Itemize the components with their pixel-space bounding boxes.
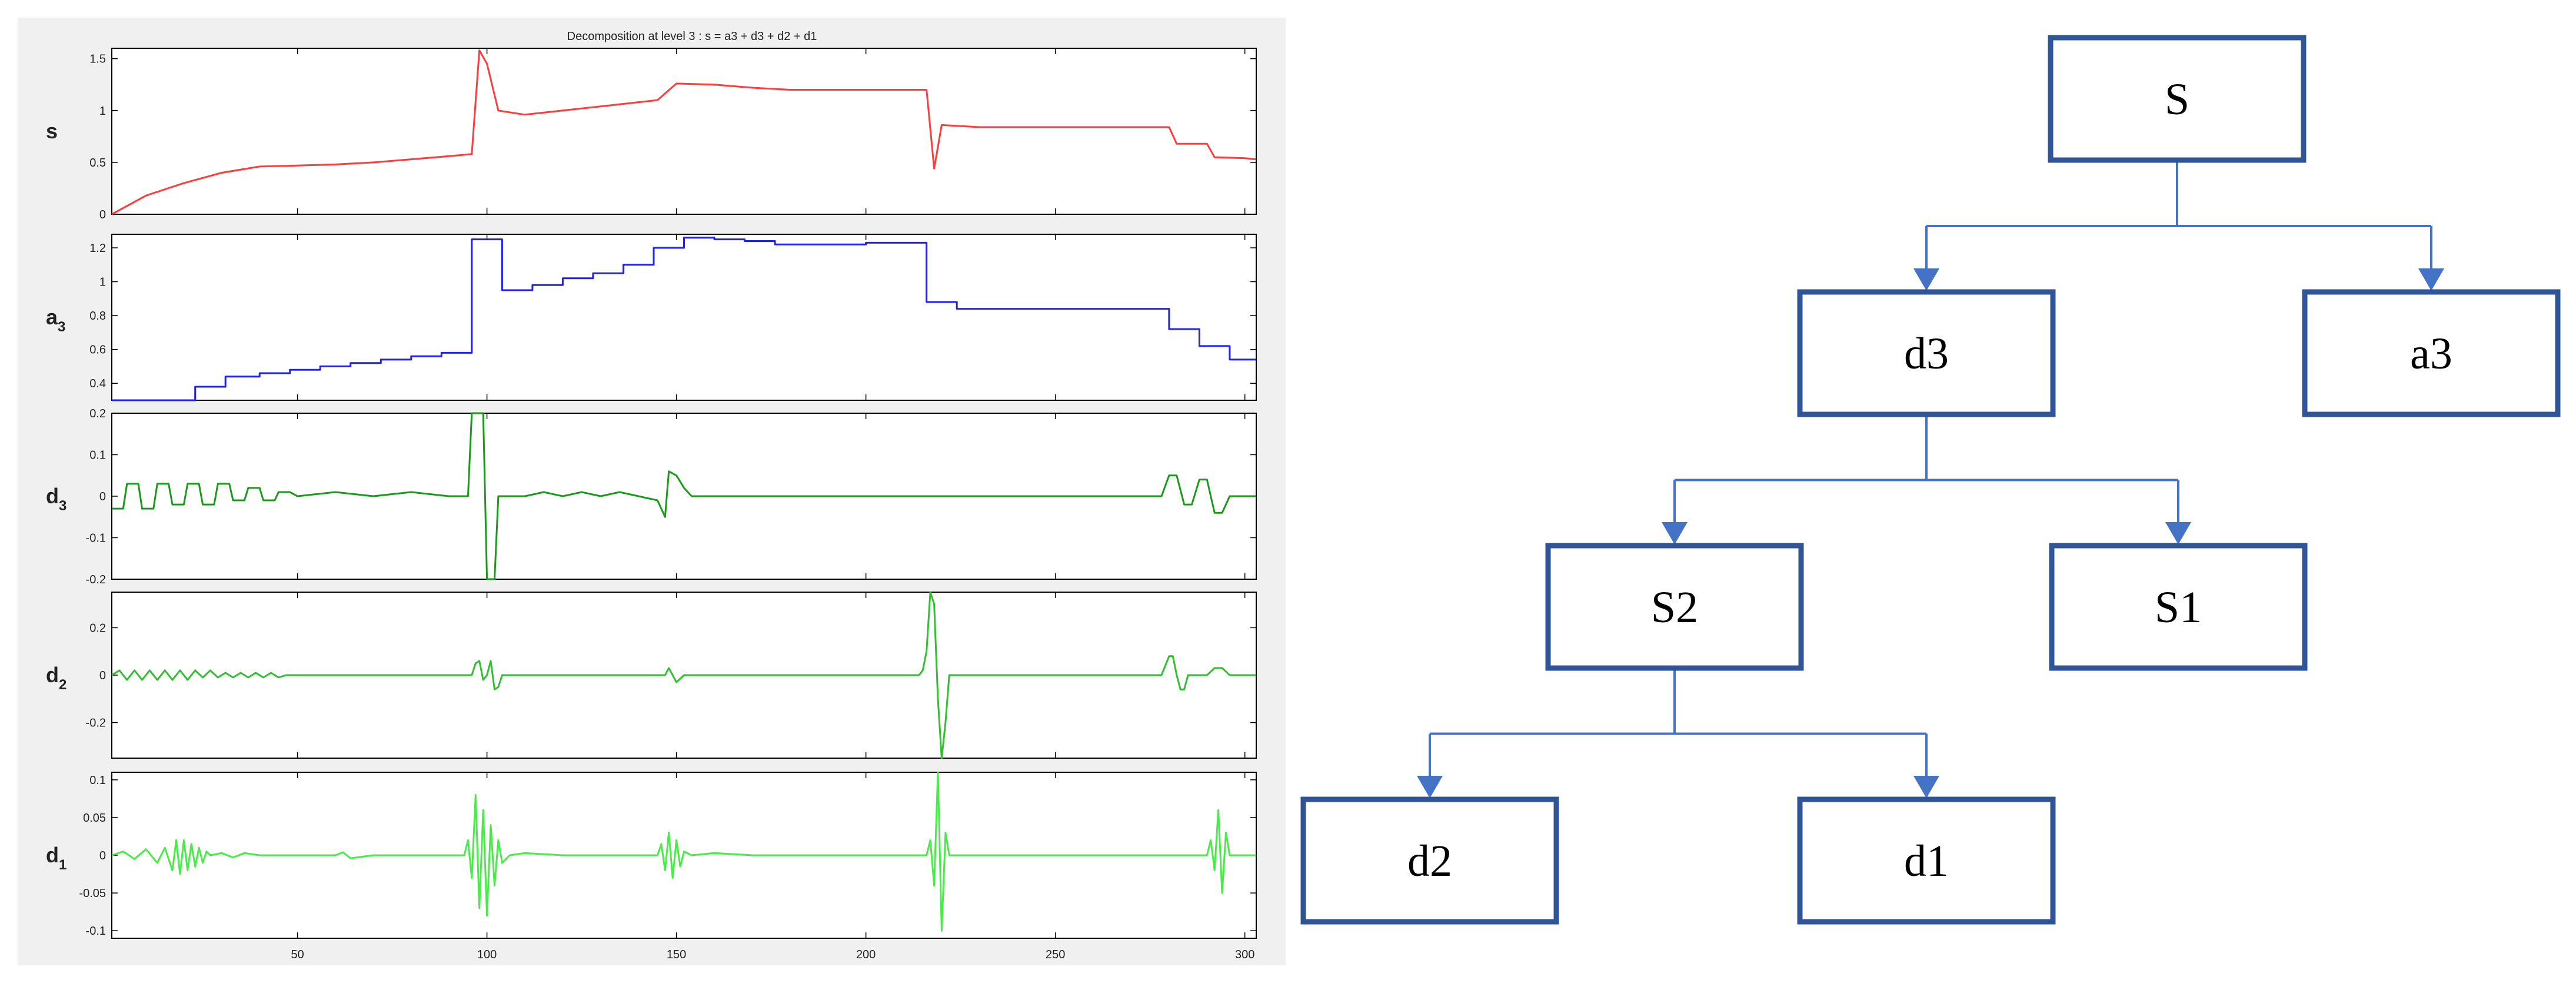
subplot-label-main: d: [46, 484, 59, 508]
tree-node-box: [1300, 796, 1559, 925]
subplot-label-subscript: 2: [59, 677, 66, 693]
subplot-label-main: a: [46, 305, 58, 329]
tree-node-S: S: [2048, 35, 2307, 163]
subplot-label-subscript: 3: [58, 319, 65, 335]
tree-node-box: [1545, 543, 1804, 671]
y-tick-label: 1: [99, 276, 106, 289]
tree-node-label: d1: [1904, 836, 1949, 886]
arrowhead: [1662, 522, 1688, 544]
arrowhead: [2418, 268, 2444, 291]
y-tick-label: 0.6: [89, 344, 106, 357]
y-tick-label: -0.2: [86, 717, 106, 730]
subplot-label-subscript: 3: [59, 498, 66, 514]
subplot-label-main: s: [46, 119, 58, 143]
matlab-plot-panel: Decomposition at level 3 : s = a3 + d3 +…: [18, 18, 1286, 965]
tree-node-box: [2302, 289, 2561, 417]
x-tick-label: 50: [291, 948, 304, 961]
y-tick-label: 0.05: [83, 812, 106, 825]
arrowhead: [1913, 268, 1939, 291]
subplot-label: d3: [46, 484, 66, 514]
arrowhead: [1417, 776, 1443, 798]
subplot-d3: -0.2 -0.1 0 0.1 0.2 d3: [46, 407, 1257, 586]
tree-node-S2: S2: [1545, 543, 1804, 671]
y-tick-label: 0.2: [89, 407, 106, 420]
y-tick-label: 0: [99, 849, 106, 862]
y-tick-label: 0: [99, 669, 106, 682]
y-tick-label: -0.05: [79, 887, 106, 900]
y-tick-label: -0.1: [86, 532, 106, 545]
subplot-a3: 0.4 0.6 0.8 1 1.2 a3: [46, 234, 1257, 401]
tree-node-label: S1: [2155, 583, 2202, 632]
tree-node-S1: S1: [2049, 543, 2308, 671]
series-line-a3: [112, 237, 1256, 401]
y-tick-label: -0.2: [86, 573, 106, 586]
tree-node-label: S: [2165, 75, 2189, 124]
y-tick-label: 0.4: [89, 377, 106, 390]
y-tick-label: 0: [99, 490, 106, 503]
tree-node-label: a3: [2410, 329, 2452, 378]
y-tick-label: 0.1: [89, 774, 106, 787]
subplot-label-subscript: 1: [59, 857, 66, 873]
y-tick-label: 1: [99, 105, 106, 118]
series-line-d2: [111, 591, 1256, 759]
series-line-d1: [111, 771, 1256, 932]
plot-title: Decomposition at level 3 : s = a3 + d3 +…: [567, 30, 817, 43]
tree-node-box: [1797, 289, 2056, 417]
tree-node-label: d3: [1904, 329, 1949, 378]
x-axis-tick-labels: 50 100 150 200 250 300: [291, 948, 1254, 961]
y-tick-label: 1.2: [89, 242, 106, 255]
subplot-axes-box: [111, 234, 1257, 401]
subplot-axes-box: [111, 48, 1257, 215]
subplot-label: d1: [46, 843, 66, 873]
tree-node-label: d2: [1407, 836, 1452, 886]
x-tick-label: 250: [1046, 948, 1065, 961]
subplot-label: d2: [46, 663, 66, 693]
tree-node-a3: a3: [2302, 289, 2561, 417]
x-tick-label: 100: [477, 948, 497, 961]
subplot-d1: -0.1 -0.05 0 0.05 0.1 d1: [46, 771, 1257, 939]
arrowhead: [2165, 522, 2191, 544]
x-tick-label: 200: [856, 948, 876, 961]
series-line-s: [111, 49, 1257, 215]
x-tick-label: 150: [667, 948, 686, 961]
tree-node-d2: d2: [1300, 796, 1559, 925]
tree-node-label: S2: [1651, 583, 1698, 632]
subplot-s: 0 0.5 1 1.5 s: [46, 48, 1257, 221]
tree-node-box: [2048, 35, 2307, 163]
y-tick-label: 1.5: [89, 53, 106, 66]
subplot-label: a3: [46, 305, 65, 335]
x-tick-label: 300: [1235, 948, 1254, 961]
y-tick-label: 0.2: [89, 622, 106, 635]
tree-node-box: [2049, 543, 2308, 671]
decomposition-tree-diagram: Sd3 a3 S2 S1 d2 d1: [1300, 35, 2561, 925]
subplot-label-main: d: [46, 843, 59, 867]
y-tick-label: 0.1: [89, 449, 106, 462]
subplot-d2: -0.2 0 0.2 d2: [46, 591, 1257, 759]
y-tick-label: 0: [99, 208, 106, 221]
y-tick-label: 0.5: [89, 157, 106, 170]
arrowhead: [1913, 776, 1939, 798]
tree-node-d3: d3: [1797, 289, 2056, 417]
tree-node-box: [1797, 796, 2056, 925]
y-tick-label: -0.1: [86, 925, 106, 938]
subplot-label-main: d: [46, 663, 59, 687]
tree-node-d1: d1: [1797, 796, 2056, 925]
series-line-d3: [112, 412, 1256, 580]
y-tick-label: 0.8: [89, 310, 106, 323]
subplot-label: s: [46, 119, 58, 143]
